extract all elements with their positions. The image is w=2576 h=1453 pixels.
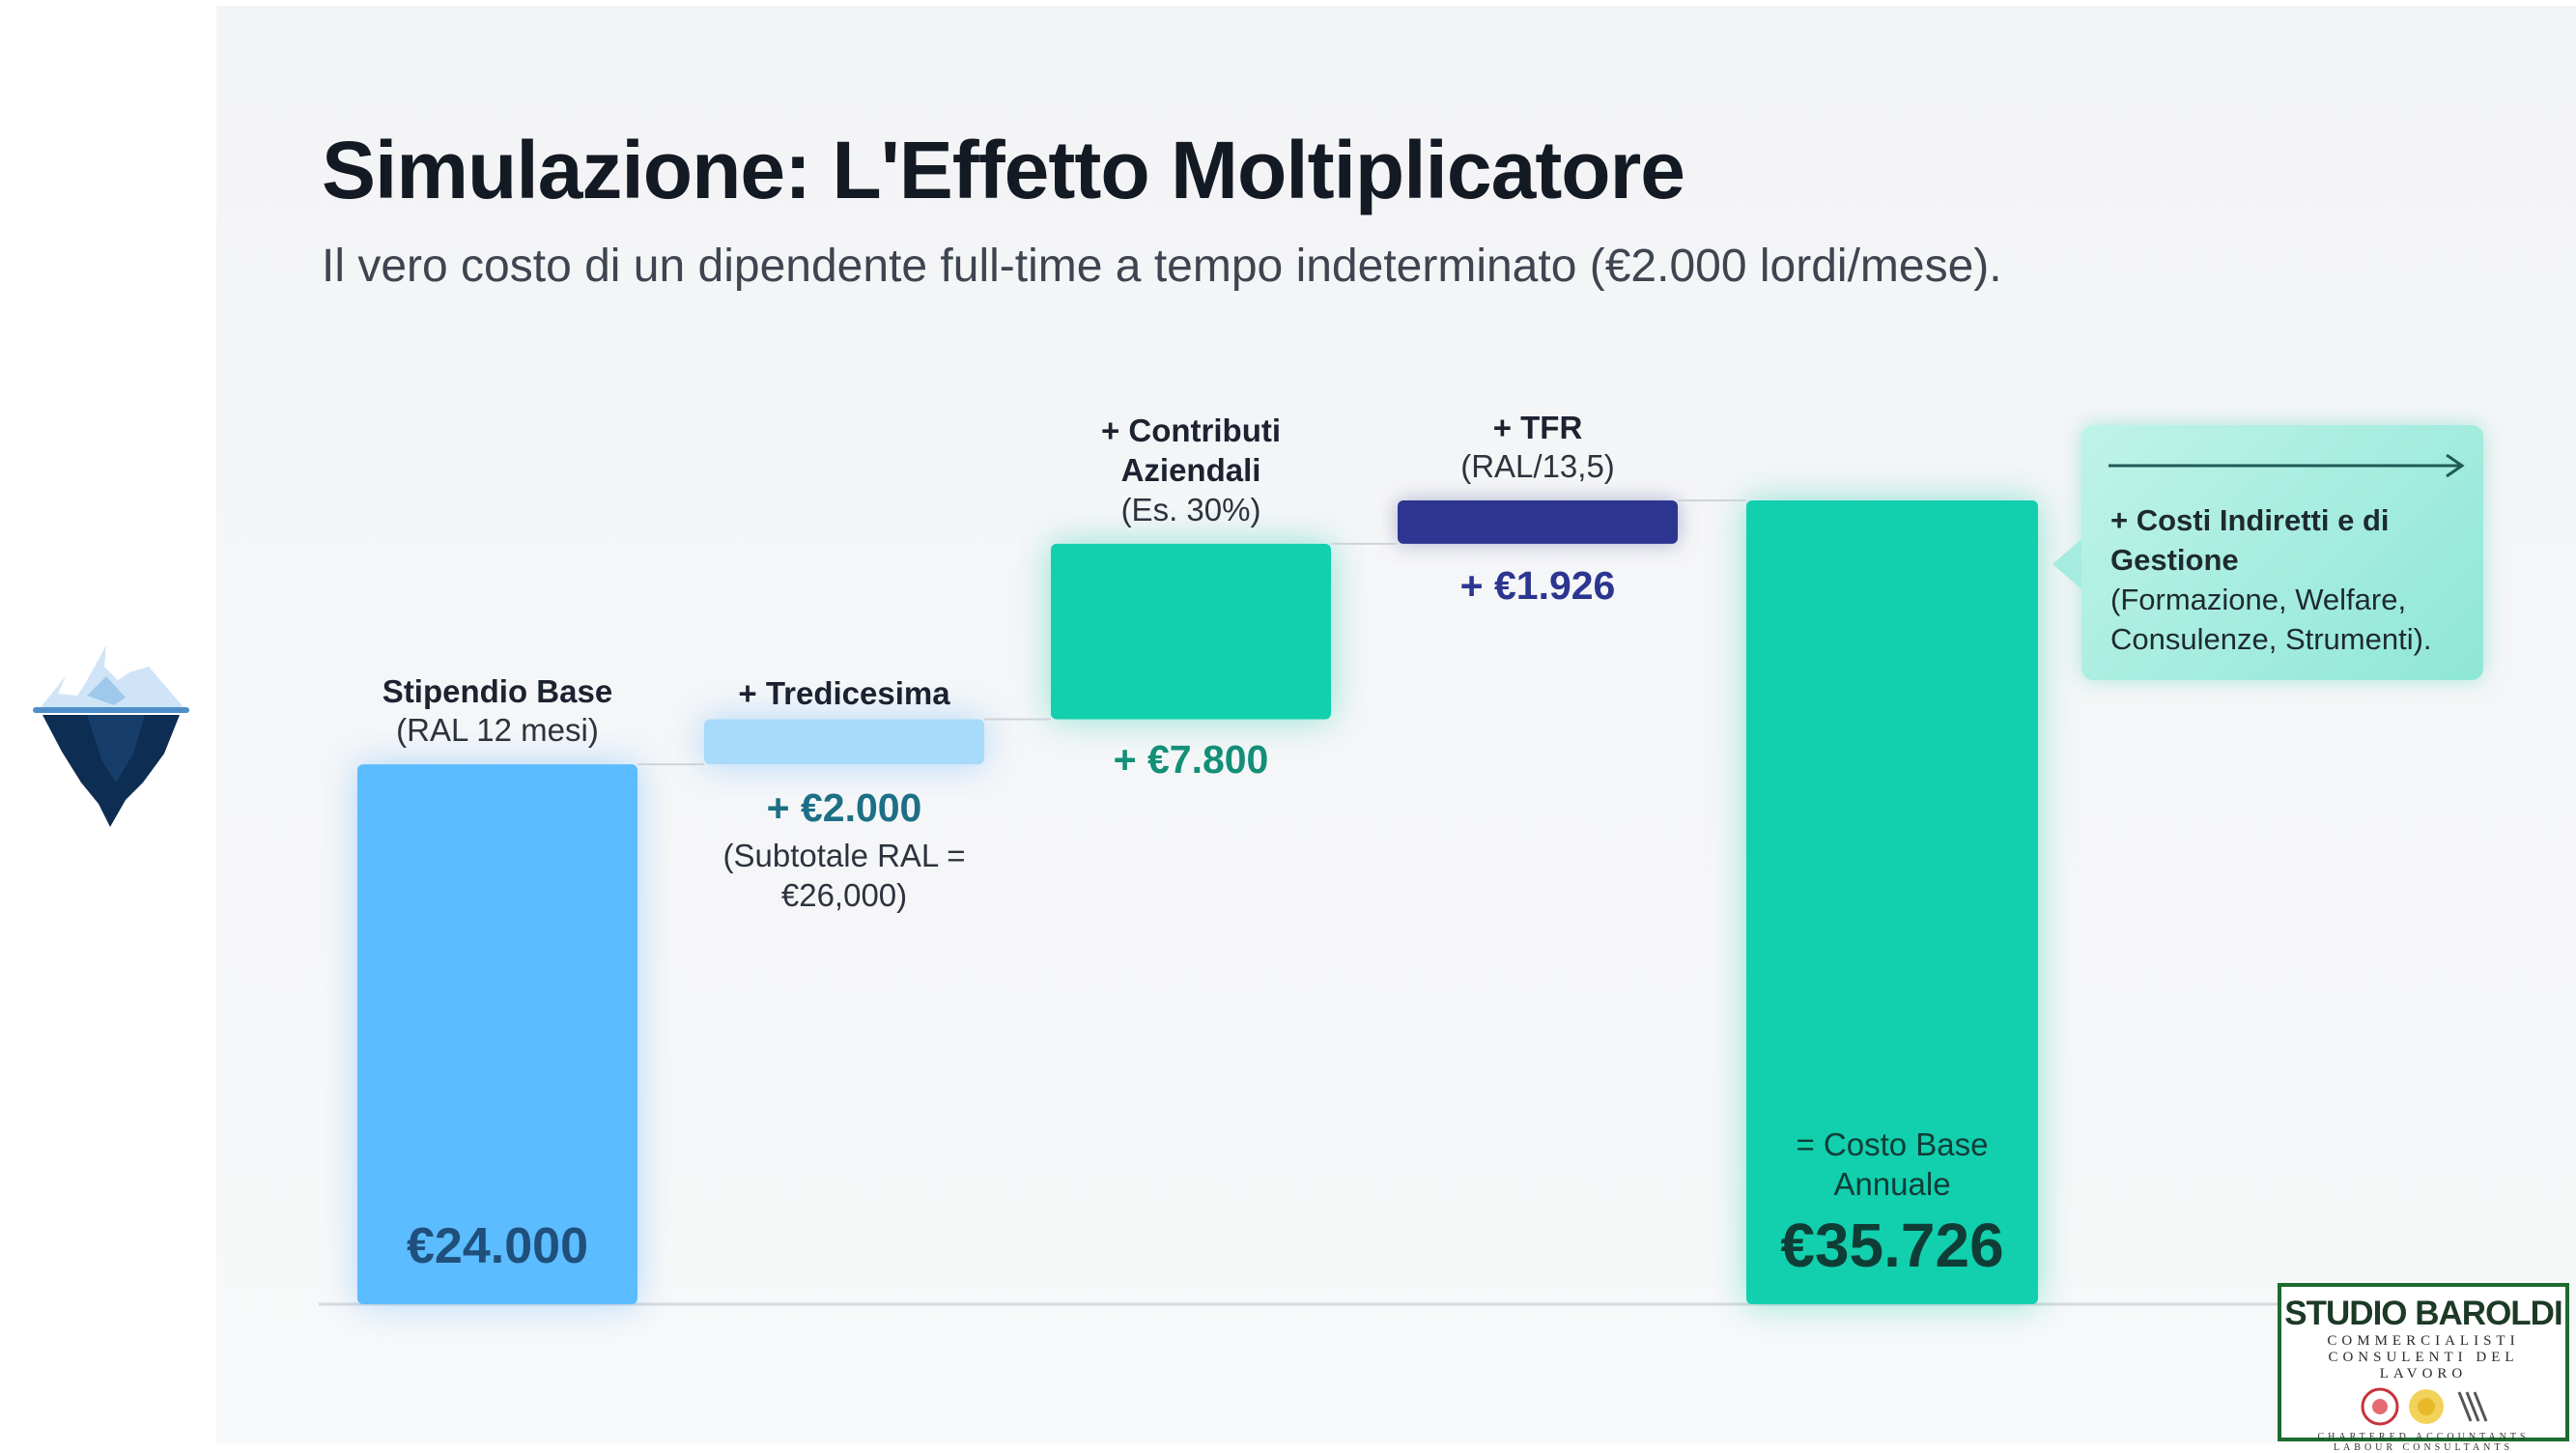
bar-label-tfr: + TFR xyxy=(1492,410,1583,445)
callout-text: + Costi Indiretti e di Gestione (Formazi… xyxy=(2110,500,2477,659)
bar-note-tfr: (RAL/13,5) xyxy=(1460,448,1615,484)
arrow-right-icon xyxy=(2109,454,2465,477)
callout-body: (Formazione, Welfare, Consulenze, Strume… xyxy=(2110,583,2432,656)
professional-emblems-icon xyxy=(2361,1387,2488,1426)
bar-tfr xyxy=(1398,500,1678,544)
page-subtitle: Il vero costo di un dipendente full-time… xyxy=(322,241,2002,292)
indirect-costs-callout: + Costi Indiretti e di Gestione (Formazi… xyxy=(2052,425,2483,680)
studio-baroldi-logo: STUDIO BAROLDI COMMERCIALISTI CONSULENTI… xyxy=(2278,1283,2569,1453)
bar-label-costo-base-line1: = Costo Base xyxy=(1796,1126,1989,1162)
logo-line-4: LABOUR CONSULTANTS xyxy=(2333,1442,2514,1453)
bar-note-subtotale-line1: (Subtotale RAL = xyxy=(722,838,966,874)
bar-note-contributi: (Es. 30%) xyxy=(1120,491,1261,527)
bar-contributi-aziendali xyxy=(1051,543,1331,720)
bar-value-contributi: + €7.800 xyxy=(1113,736,1269,782)
bar-value-costo-base: €35.726 xyxy=(1780,1211,2004,1280)
logo-line-2: CONSULENTI DEL LAVORO xyxy=(2328,1350,2519,1382)
page-title: Simulazione: L'Effetto Moltiplicatore xyxy=(322,125,1685,215)
logo-line-1: COMMERCIALISTI xyxy=(2327,1333,2520,1349)
bar-label-contributi-line2: Aziendali xyxy=(1120,451,1261,488)
iceberg-icon xyxy=(33,645,189,827)
bar-value-tredicesima: + €2.000 xyxy=(766,785,922,831)
bar-value-tfr: + €1.926 xyxy=(1459,562,1616,608)
bar-tredicesima xyxy=(704,719,984,765)
bar-label-tredicesima: + Tredicesima xyxy=(738,674,950,711)
bar-stipendio-base xyxy=(357,764,637,1304)
bar-note-subtotale-line2: €26,000) xyxy=(780,877,908,914)
callout-title: + Costi Indiretti e di Gestione xyxy=(2110,503,2390,577)
logo-line-3: CHARTERED ACCOUNTANTS xyxy=(2317,1432,2530,1442)
bar-label-stipendio-base: Stipendio Base xyxy=(382,673,613,710)
bar-value-stipendio-base: €24.000 xyxy=(407,1218,588,1274)
bar-costo-base-annuale xyxy=(1746,500,2038,1304)
bar-label-costo-base-line2: Annuale xyxy=(1833,1166,1951,1202)
bar-note-stipendio-base: (RAL 12 mesi) xyxy=(396,712,599,749)
logo-name: STUDIO BAROLDI xyxy=(2284,1295,2562,1332)
bar-label-contributi-line1: + Contributi xyxy=(1100,412,1282,448)
